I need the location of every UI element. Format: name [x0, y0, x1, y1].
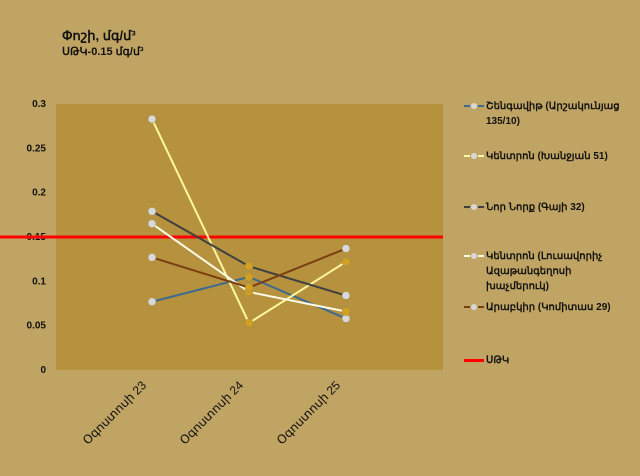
series-point	[147, 253, 157, 262]
legend-label: Նոր Նորք (Գայի 32)	[486, 202, 585, 213]
legend-swatch	[462, 149, 486, 163]
legend-item: Շենգավիթ (Արշակունյաց 135/10)	[462, 99, 636, 129]
series-point	[341, 257, 351, 267]
legend-label: Արաբկիր (Կոմիտաս 29)	[486, 302, 611, 313]
legend-swatch	[462, 300, 486, 314]
legend-swatch	[462, 249, 486, 263]
legend-label: Շենգավիթ (Արշակունյաց 135/10)	[486, 101, 620, 127]
series-point	[244, 272, 254, 282]
legend-swatch	[462, 99, 486, 113]
legend-item: Կենտրոն (Լուսավորիչ Ազաթանգեղոսի խաչմերո…	[462, 249, 636, 294]
y-tick-label: 0.05	[27, 321, 47, 332]
legend-label: Կենտրոն (Լուսավորիչ Ազաթանգեղոսի խաչմերո…	[486, 251, 603, 292]
y-tick-label: 0.2	[32, 188, 46, 199]
legend-item: Կենտրոն (Խանջյան 51)	[462, 149, 636, 164]
legend-swatch	[462, 200, 486, 214]
legend-item: Նոր Նորք (Գայի 32)	[462, 200, 636, 215]
series-point	[147, 114, 157, 124]
x-category-label: Օգոստոսի 24	[177, 378, 246, 447]
chart-subtitle: ՍԹԿ-0.15 մգ/մ³	[62, 46, 144, 58]
x-category-label: Օգոստոսի 23	[80, 378, 149, 447]
legend-swatch	[462, 353, 486, 367]
series-point	[341, 244, 351, 253]
legend-item: Արաբկիր (Կոմիտաս 29)	[462, 300, 636, 315]
series-point	[244, 283, 254, 292]
chart-title-block: Փոշի, մգ/մ³ ՍԹԿ-0.15 մգ/մ³	[62, 28, 144, 60]
series-point	[341, 307, 351, 316]
x-axis-ticks: Օգոստոսի 23 Օգոստոսի 24 Օգոստոսի 25	[80, 378, 343, 447]
chart-title: Փոշի, մգ/մ³	[62, 28, 136, 43]
series-point	[244, 318, 254, 328]
legend-label: Կենտրոն (Խանջյան 51)	[486, 151, 608, 162]
y-tick-label: 0.25	[27, 143, 47, 154]
y-tick-label: 0.1	[32, 276, 46, 287]
series-point	[341, 291, 351, 300]
series-point	[147, 219, 157, 228]
y-tick-label: 0	[40, 365, 46, 376]
series-layer	[147, 114, 351, 328]
series-point	[147, 207, 157, 216]
series-point	[244, 262, 254, 271]
series-point	[147, 297, 157, 306]
legend-item: ՍԹԿ	[462, 353, 636, 368]
legend-label: ՍԹԿ	[486, 355, 510, 366]
x-category-label: Օգոստոսի 25	[274, 378, 343, 447]
series-point	[341, 314, 351, 323]
y-tick-label: 0.3	[32, 99, 46, 110]
